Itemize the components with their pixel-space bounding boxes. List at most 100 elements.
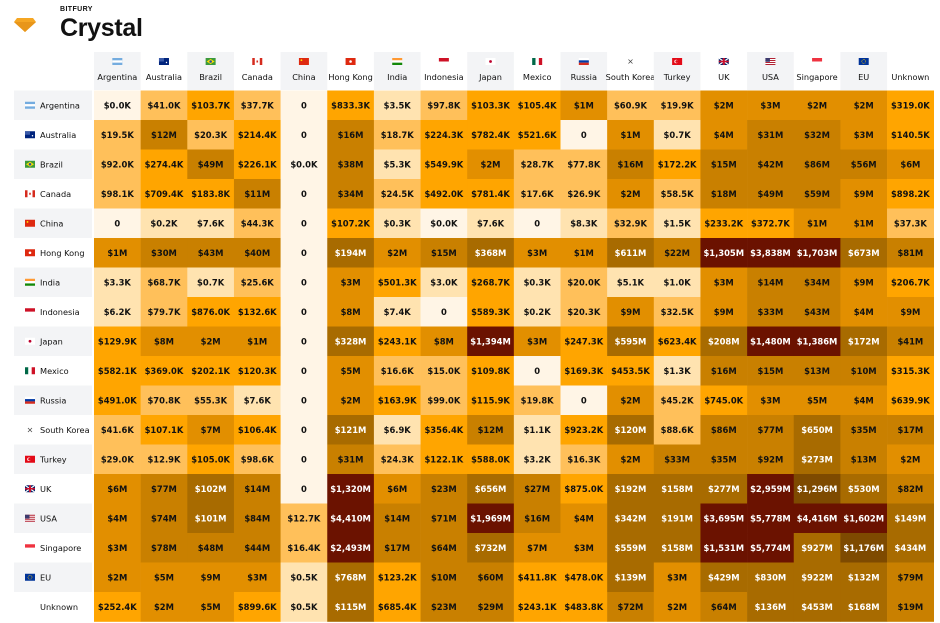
row-header: Singapore bbox=[40, 543, 81, 553]
heatmap-cell bbox=[513, 238, 561, 268]
heatmap-cell bbox=[94, 297, 141, 327]
cell-label: $7M bbox=[527, 543, 547, 553]
cell-label: $1,176M bbox=[843, 543, 884, 553]
heatmap-cell bbox=[607, 533, 655, 563]
heatmap-cell bbox=[280, 208, 328, 239]
cell-label: $650M bbox=[801, 425, 833, 435]
mexico-flag-icon bbox=[25, 367, 35, 375]
cell-label: $3M bbox=[760, 395, 780, 405]
heatmap-cell bbox=[233, 149, 281, 180]
cell-label: $140.5K bbox=[891, 130, 930, 140]
row-header: Australia bbox=[40, 130, 76, 140]
cell-label: $2M bbox=[481, 159, 501, 169]
heatmap-cell bbox=[467, 326, 515, 357]
cell-label: $107.2K bbox=[331, 218, 370, 228]
heatmap-cell bbox=[653, 120, 701, 150]
cell-label: $59M bbox=[804, 189, 830, 199]
heatmap-cell bbox=[187, 503, 235, 534]
heatmap-cell bbox=[560, 238, 608, 268]
cell-label: $18.7K bbox=[381, 130, 414, 140]
cell-label: $491.0K bbox=[98, 395, 137, 405]
cell-label: $15.0K bbox=[427, 366, 460, 376]
cell-label: $3M bbox=[714, 277, 734, 287]
south-korea-flag-icon: × bbox=[627, 57, 634, 66]
cell-label: 0 bbox=[301, 100, 307, 110]
cell-label: $0.0K bbox=[290, 159, 318, 169]
heatmap-cell bbox=[140, 297, 188, 327]
cell-label: $29M bbox=[478, 602, 504, 612]
cell-label: $5M bbox=[201, 602, 221, 612]
cell-label: $168M bbox=[848, 602, 880, 612]
heatmap-cell bbox=[280, 503, 328, 534]
heatmap-cell bbox=[187, 415, 235, 445]
heatmap-cell bbox=[840, 385, 888, 416]
russia-flag-icon bbox=[578, 58, 589, 65]
heatmap-cell bbox=[560, 267, 608, 298]
cell-label: $2,959M bbox=[750, 484, 791, 494]
heatmap-cell bbox=[467, 267, 515, 298]
cell-label: $121M bbox=[335, 425, 367, 435]
heatmap-cell bbox=[280, 474, 328, 504]
cell-label: $30M bbox=[151, 248, 177, 258]
heatmap-cell bbox=[467, 533, 515, 563]
cell-label: $132.6K bbox=[238, 307, 277, 317]
heatmap-cell bbox=[327, 149, 375, 180]
heatmap-cell bbox=[140, 238, 188, 268]
cell-label: $81M bbox=[897, 248, 923, 258]
cell-label: $2M bbox=[620, 454, 640, 464]
heatmap-cell bbox=[233, 562, 281, 593]
column-header: Turkey bbox=[663, 72, 691, 82]
cell-label: $530M bbox=[848, 484, 880, 494]
india-flag-icon bbox=[392, 58, 403, 65]
heatmap-cell bbox=[467, 356, 515, 386]
cell-label: $922M bbox=[801, 572, 833, 582]
cell-label: $1.0K bbox=[664, 277, 692, 287]
cell-label: 0 bbox=[301, 277, 307, 287]
cell-label: $5M bbox=[341, 366, 361, 376]
svg-text:×: × bbox=[627, 57, 634, 66]
cell-label: $0.2K bbox=[150, 218, 178, 228]
row-header: Unknown bbox=[40, 602, 78, 612]
cell-label: $899.6K bbox=[238, 602, 277, 612]
heatmap-cell bbox=[840, 356, 888, 386]
cell-label: $105.4K bbox=[518, 100, 557, 110]
heatmap-cell bbox=[94, 503, 141, 534]
cell-label: $32M bbox=[804, 130, 830, 140]
cell-label: $60.9K bbox=[614, 100, 647, 110]
heatmap-cell bbox=[94, 444, 141, 475]
cell-label: $70.8K bbox=[147, 395, 180, 405]
heatmap-cell bbox=[513, 503, 561, 534]
heatmap-cell bbox=[467, 592, 515, 622]
cell-label: $252.4K bbox=[98, 602, 137, 612]
cell-label: $20.0K bbox=[567, 277, 600, 287]
cell-label: $158M bbox=[661, 484, 693, 494]
column-header: Mexico bbox=[523, 72, 552, 82]
cell-label: $22M bbox=[664, 248, 690, 258]
row-header: Russia bbox=[40, 395, 66, 405]
cell-label: $17M bbox=[897, 425, 923, 435]
heatmap-cell bbox=[280, 297, 328, 327]
cell-label: $101M bbox=[195, 513, 227, 523]
cell-label: $277M bbox=[708, 484, 740, 494]
cell-label: $194M bbox=[335, 248, 367, 258]
heatmap-cell bbox=[373, 562, 421, 593]
heatmap-cell bbox=[700, 385, 748, 416]
heatmap-cell bbox=[187, 356, 235, 386]
column-header-band bbox=[280, 52, 328, 90]
cell-label: $923.2K bbox=[564, 425, 603, 435]
cell-label: $29.0K bbox=[101, 454, 134, 464]
heatmap-cell bbox=[607, 238, 655, 268]
heatmap-cell bbox=[840, 533, 888, 563]
cell-label: $8M bbox=[154, 336, 174, 346]
cell-label: $97.8K bbox=[427, 100, 460, 110]
heatmap-cell bbox=[887, 592, 934, 622]
cell-label: $105.0K bbox=[191, 454, 230, 464]
heatmap-cell bbox=[280, 444, 328, 475]
cell-label: $411.8K bbox=[518, 572, 557, 582]
cell-label: $1,296M bbox=[797, 484, 838, 494]
cell-label: $17M bbox=[384, 543, 410, 553]
column-header-band bbox=[653, 52, 701, 90]
cell-label: $43M bbox=[804, 307, 830, 317]
heatmap-cell bbox=[653, 90, 701, 121]
cell-label: $2M bbox=[714, 100, 734, 110]
